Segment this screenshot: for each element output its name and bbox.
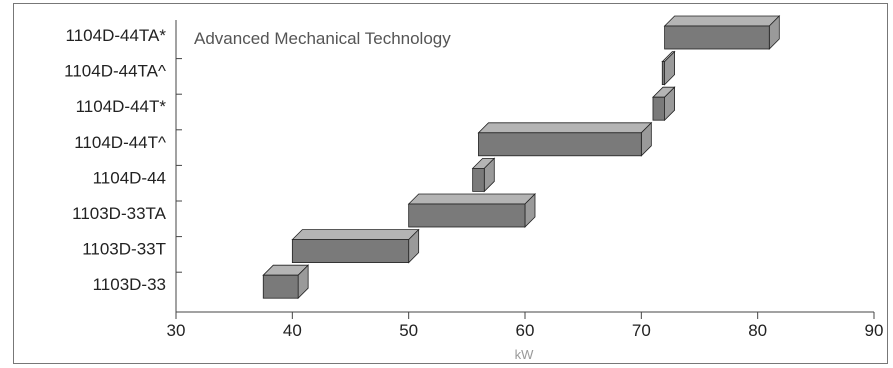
- range-bar: [663, 15, 781, 50]
- bar-front-face: [478, 132, 642, 157]
- bar-front-face: [664, 25, 770, 50]
- chart-subtitle: Advanced Mechanical Technology: [194, 29, 451, 48]
- category-label: 1103D-33: [93, 275, 166, 294]
- bar-front-face: [661, 61, 665, 85]
- bars: [262, 15, 781, 300]
- category-label: 1104D-44TA*: [66, 26, 167, 45]
- category-label: 1104D-44: [93, 168, 166, 187]
- x-axis-label: kW: [515, 347, 535, 362]
- category-label: 1103D-33TA: [72, 204, 167, 223]
- chart-border: [13, 3, 888, 364]
- x-tick-label: 80: [748, 321, 767, 340]
- bar-top-face: [407, 193, 536, 205]
- bar-front-face: [472, 167, 485, 192]
- category-label: 1104D-44T^: [74, 133, 166, 152]
- category-label: 1103D-33T: [82, 240, 166, 259]
- x-tick-label: 50: [399, 321, 418, 340]
- bar-front-face: [652, 96, 666, 121]
- range-bar: [477, 121, 653, 157]
- bar-top-face: [663, 15, 781, 27]
- x-tick-label: 60: [516, 321, 535, 340]
- category-label: 1104D-44TA^: [64, 62, 166, 81]
- x-tick-label: 70: [632, 321, 651, 340]
- x-tick-label: 40: [283, 321, 302, 340]
- range-bar: [291, 228, 420, 264]
- bar-top-face: [291, 229, 420, 241]
- range-bar: [661, 50, 676, 86]
- range-bar: [652, 86, 676, 122]
- range-bar: [407, 193, 536, 228]
- bar-front-face: [291, 239, 410, 264]
- bar-front-face: [262, 274, 299, 299]
- bar-top-face: [477, 122, 653, 134]
- category-labels: 1104D-44TA* 1104D-44TA^ 1104D-44T* 1104D-44…: [64, 26, 166, 294]
- x-tick-labels: 30 40 50 60 70 80 90: [167, 321, 884, 340]
- range-bar: [262, 264, 310, 300]
- x-tick-label: 30: [167, 321, 186, 340]
- category-label: 1104D-44T*: [76, 97, 167, 116]
- range-bar: [471, 157, 496, 193]
- bar-front-face: [408, 203, 526, 228]
- x-tick-label: 90: [865, 321, 884, 340]
- axes: [175, 20, 875, 319]
